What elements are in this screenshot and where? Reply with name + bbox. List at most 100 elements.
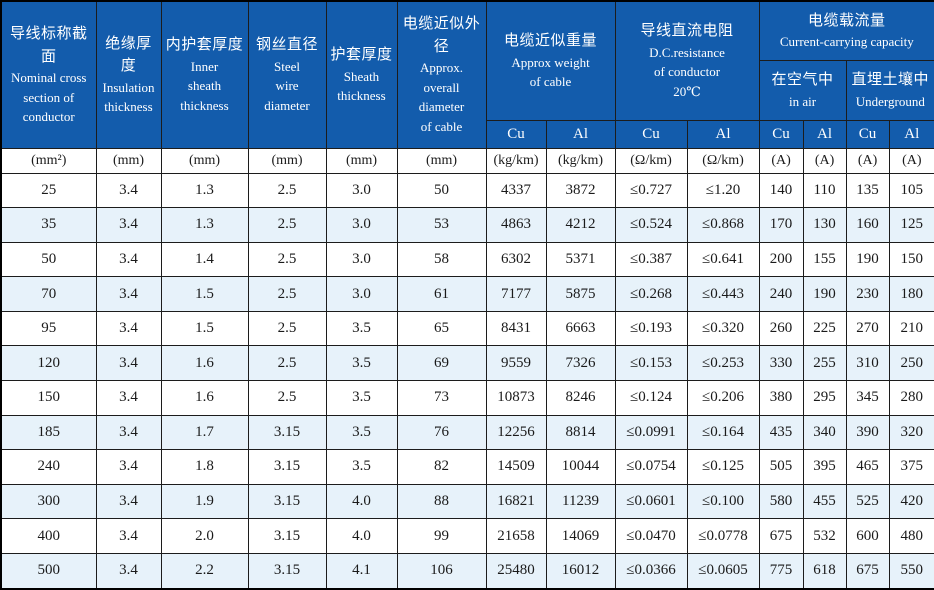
table-cell: 11239 (545, 483, 616, 520)
table-cell: 16821 (485, 483, 547, 520)
table-cell: 25480 (485, 552, 547, 590)
unit-cell: (mm²) (0, 147, 97, 174)
table-cell: 7177 (485, 276, 547, 312)
material-header-weight-al: Al (545, 119, 616, 149)
table-cell: 600 (845, 518, 890, 554)
table-cell: 2.0 (160, 518, 249, 554)
table-cell: 3.4 (95, 241, 162, 278)
table-cell: 1.6 (160, 345, 249, 381)
table-cell: 99 (396, 518, 487, 554)
unit-cell: (Ω/km) (686, 147, 760, 174)
table-cell: 775 (758, 552, 804, 590)
table-cell: 1.4 (160, 241, 249, 278)
table-cell: 35 (0, 207, 97, 243)
header-row-subgroups: 在空气中 in air 直埋土壤中 Underground (1, 59, 934, 121)
col-group-underground: 直埋土壤中 Underground (845, 59, 934, 121)
unit-cell: (mm) (160, 147, 249, 174)
col-header-nominal-cross-section: 导线标称截面 Nominal cross section of conducto… (0, 0, 97, 149)
table-cell: 170 (758, 207, 804, 243)
material-header-resistance-al: Al (686, 119, 760, 149)
table-row: 400 3.4 2.0 3.15 4.0 99 21658 14069 ≤0.0470 ≤0.07… (0, 518, 934, 554)
table-cell: 190 (845, 241, 890, 278)
table-cell: ≤0.206 (686, 379, 760, 416)
table-cell: 2.5 (247, 345, 327, 381)
table-cell: ≤0.727 (614, 172, 688, 209)
col-header-steel-wire-diameter: 钢丝直径 Steel wire diameter (247, 0, 327, 149)
unit-cell: (A) (845, 147, 890, 174)
table-cell: 380 (758, 379, 804, 416)
table-cell: ≤0.164 (686, 414, 760, 451)
table-cell: 130 (802, 207, 847, 243)
table-cell: 21658 (485, 518, 547, 554)
table-cell: 14509 (485, 449, 547, 485)
table-cell: 2.5 (247, 276, 327, 312)
table-cell: 675 (758, 518, 804, 554)
table-cell: 88 (396, 483, 487, 520)
table-cell: 150 (0, 379, 97, 416)
table-cell: 1.3 (160, 207, 249, 243)
table-cell: 465 (845, 449, 890, 485)
col-header-approx-overall-diameter: 电缆近似外径 Approx. overall diameter of cable (396, 0, 487, 149)
table-cell: ≤1.20 (686, 172, 760, 209)
table-cell: 150 (888, 241, 934, 278)
table-cell: 525 (845, 483, 890, 520)
col-header-inner-sheath-thickness: 内护套厚度 Inner sheath thickness (160, 0, 249, 149)
col-header-en: Approx. overall diameter of cable (418, 60, 465, 134)
table-cell: 95 (0, 310, 97, 347)
table-cell: 1.5 (160, 276, 249, 312)
table-cell: 2.5 (247, 172, 327, 209)
table-cell: 210 (888, 310, 934, 347)
col-header-cn: 钢丝直径 (255, 37, 318, 54)
table-cell: 330 (758, 345, 804, 381)
table-cell: 400 (0, 518, 97, 554)
material-header-underground-al: Al (888, 119, 934, 149)
col-group-en: Approx weight of cable (511, 54, 590, 90)
table-cell: ≤0.320 (686, 310, 760, 347)
table-row: 240 3.4 1.8 3.15 3.5 82 14509 10044 ≤0.0754 ≤0.12… (0, 449, 934, 485)
header-row-groups: 导线标称截面 Nominal cross section of conducto… (0, 0, 934, 149)
table-row: 120 3.4 1.6 2.5 3.5 69 9559 7326 ≤0.153 ≤0.253 330… (0, 345, 934, 381)
table-cell: 3.5 (325, 310, 398, 347)
unit-cell: (kg/km) (485, 147, 547, 174)
table-cell: 8431 (485, 310, 547, 347)
table-cell: ≤0.125 (686, 449, 760, 485)
table-cell: 3.4 (95, 518, 162, 554)
table-cell: 53 (396, 207, 487, 243)
table-row: 50 3.4 1.4 2.5 3.0 58 6302 5371 ≤0.387 ≤0.641 200 1… (0, 241, 934, 278)
table-cell: 3.4 (95, 552, 162, 590)
table-cell: 3.4 (95, 449, 162, 485)
table-cell: 65 (396, 310, 487, 347)
table-cell: 390 (845, 414, 890, 451)
table-row: 70 3.4 1.5 2.5 3.0 61 7177 5875 ≤0.268 ≤0.443 240 1… (0, 276, 934, 312)
unit-cell: (Ω/km) (614, 147, 688, 174)
table-cell: 340 (802, 414, 847, 451)
table-cell: 50 (396, 172, 487, 209)
col-group-in-air: 在空气中 in air (758, 59, 847, 121)
table-cell: 230 (845, 276, 890, 312)
table-cell: 3.4 (95, 310, 162, 347)
col-header-cn: 护套厚度 (330, 47, 393, 63)
table-cell: 10044 (545, 449, 616, 485)
table-row: 300 3.4 1.9 3.15 4.0 88 16821 11239 ≤0.0601 ≤0.10… (0, 483, 934, 520)
table-cell: 1.9 (160, 483, 249, 520)
unit-cell: (A) (758, 147, 804, 174)
material-header-underground-cu: Cu (845, 119, 890, 149)
col-group-cn: 直埋土壤中 (851, 72, 930, 88)
table-cell: 435 (758, 414, 804, 451)
table-cell: 3.4 (95, 207, 162, 243)
unit-cell: (mm) (325, 147, 398, 174)
table-cell: 395 (802, 449, 847, 485)
units-row: (mm²) (mm) (mm) (mm) (mm) (mm) (kg/km) (… (0, 147, 934, 174)
table-row: 150 3.4 1.6 2.5 3.5 73 10873 8246 ≤0.124 ≤0.206 38… (0, 379, 934, 416)
table-cell: 4863 (485, 207, 547, 243)
table-cell: 69 (396, 345, 487, 381)
table-cell: 6663 (545, 310, 616, 347)
table-cell: 532 (802, 518, 847, 554)
table-cell: ≤0.443 (686, 276, 760, 312)
table-cell: 106 (396, 552, 487, 590)
unit-cell: (mm) (95, 147, 162, 174)
table-cell: ≤0.641 (686, 241, 760, 278)
col-group-en: D.C.resistance of conductor 20℃ (649, 44, 725, 99)
table-cell: 76 (396, 414, 487, 451)
table-cell: 58 (396, 241, 487, 278)
